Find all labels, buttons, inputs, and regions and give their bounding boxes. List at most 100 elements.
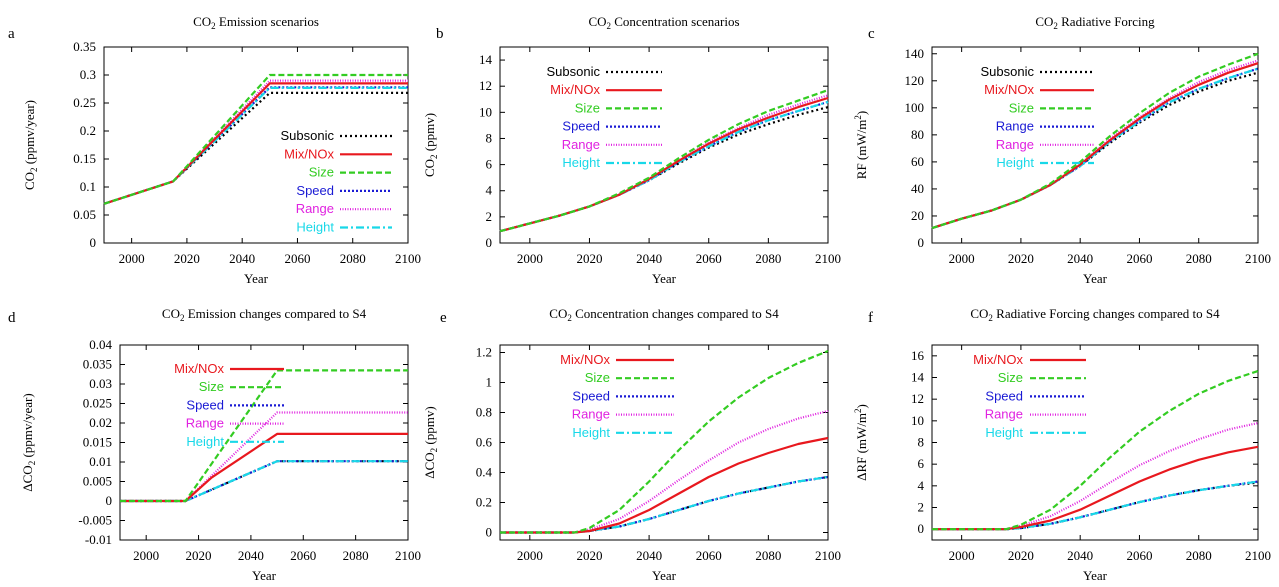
legend-label: Size <box>1009 100 1034 115</box>
series-line-size <box>500 349 829 534</box>
y-tick-label: 4 <box>918 478 925 493</box>
series-line-mix-nox <box>932 445 1259 531</box>
y-tick-label: -0.005 <box>78 513 112 528</box>
x-tick-label: 2000 <box>119 251 145 266</box>
x-tick-label: 2100 <box>395 548 421 563</box>
series-line-range <box>931 59 1259 230</box>
legend-label: Speed <box>572 388 610 403</box>
chart-title: CO2 Emission changes compared to S4 <box>162 306 367 323</box>
x-tick-label: 2060 <box>284 251 310 266</box>
y-tick-label: 0 <box>918 521 925 536</box>
x-tick-label: 2080 <box>1186 548 1212 563</box>
series-line-height <box>120 460 408 503</box>
legend-label: Range <box>985 407 1023 422</box>
chart-panel-b: b CO2 Concentration scenarios 2000 2020 2040… <box>422 14 841 286</box>
x-tick-label: 2060 <box>696 548 722 563</box>
y-tick-label: 8 <box>486 130 493 145</box>
y-tick-label: 0.6 <box>476 435 493 450</box>
legend-label: Range <box>562 137 600 152</box>
x-tick-label: 2100 <box>815 548 841 563</box>
y-tick-label: 80 <box>911 127 924 142</box>
x-tick-label: 2060 <box>1126 548 1152 563</box>
panel-letter: b <box>436 26 444 42</box>
legend-label: Speed <box>186 397 224 412</box>
plot-frame <box>931 344 1259 541</box>
x-tick-label: 2060 <box>696 251 722 266</box>
x-tick-label: 2040 <box>636 251 662 266</box>
legend-label: Size <box>309 165 334 180</box>
y-tick-label: 0.4 <box>476 465 493 480</box>
series-line-range <box>120 411 408 503</box>
legend: Mix/NOx Size Speed Range Height <box>174 361 284 449</box>
panel-letter: d <box>8 310 16 326</box>
y-tick-label: 0.1 <box>80 179 96 194</box>
series-line-size <box>120 369 408 503</box>
y-tick-label: 6 <box>918 456 925 471</box>
x-axis-label: Year <box>1083 568 1108 583</box>
series-line-range <box>932 421 1259 531</box>
legend-label: Speed <box>296 183 334 198</box>
chart-panel-f: f CO2 Radiative Forcing changes compared … <box>853 306 1271 583</box>
legend-label: Speed <box>985 388 1023 403</box>
legend-label: Size <box>585 370 610 385</box>
legend-label: Mix/NOx <box>984 82 1034 97</box>
y-tick-label: 0.35 <box>73 39 96 54</box>
y-tick-label: 0 <box>106 493 113 508</box>
y-tick-label: 2 <box>486 209 493 224</box>
legend: Subsonic Mix/NOx Size Speed Range Height <box>281 128 392 235</box>
legend-label: Mix/NOx <box>174 361 224 376</box>
plot-frame <box>499 344 829 541</box>
legend-label: Speed <box>562 119 600 134</box>
series-line-mix-nox <box>931 62 1259 230</box>
chart-panel-d: d CO2 Emission changes compared to S4 2000… <box>8 306 421 583</box>
x-tick-label: 2060 <box>290 548 316 563</box>
chart-title: CO2 Concentration changes compared to S4 <box>549 306 779 323</box>
y-tick-label: 16 <box>911 348 925 363</box>
y-tick-label: 12 <box>479 78 492 93</box>
legend: Mix/NOx Size Speed Range Height <box>560 352 674 440</box>
legend-label: Range <box>996 119 1034 134</box>
y-tick-label: -0.01 <box>85 532 112 547</box>
x-tick-label: 2020 <box>186 548 212 563</box>
chart-panel-a: a CO2 Emission scenarios 2000 2020 2040 2060 2… <box>8 14 421 286</box>
y-tick-label: 0 <box>918 235 925 250</box>
y-tick-label: 0.02 <box>89 415 112 430</box>
y-tick-label: 0 <box>90 235 97 250</box>
x-tick-label: 2000 <box>517 251 543 266</box>
y-tick-label: 0.015 <box>83 435 112 450</box>
x-tick-label: 2020 <box>174 251 200 266</box>
series-line-mix-nox <box>120 432 408 503</box>
y-tick-label: 0.25 <box>73 95 96 110</box>
series-line-size <box>931 52 1259 230</box>
chart-title: CO2 Concentration scenarios <box>588 14 739 31</box>
series-line-speed <box>932 480 1259 531</box>
series-line-range <box>103 79 408 205</box>
legend-label: Range <box>572 407 610 422</box>
y-axis-label: ΔRF (mW/m2) <box>853 404 869 481</box>
legend-label: Height <box>562 155 600 170</box>
legend-label: Height <box>186 434 224 449</box>
y-tick-label: 140 <box>905 46 925 61</box>
legend-label: Mix/NOx <box>560 352 610 367</box>
y-tick-label: 10 <box>479 104 492 119</box>
y-axis-label: CO2 (ppmv/year) <box>22 100 39 190</box>
y-tick-label: 2 <box>918 500 925 515</box>
y-axis-label: CO2 (ppmv) <box>422 113 439 177</box>
legend-label: Range <box>186 416 224 431</box>
legend-label: Subsonic <box>981 64 1035 79</box>
x-tick-label: 2000 <box>517 548 543 563</box>
x-tick-label: 2000 <box>133 548 159 563</box>
legend-label: Mix/NOx <box>973 352 1023 367</box>
panel-letter: c <box>868 26 875 42</box>
x-tick-label: 2040 <box>1067 251 1093 266</box>
y-tick-label: 120 <box>905 73 925 88</box>
y-tick-label: 0.04 <box>89 337 112 352</box>
y-tick-label: 100 <box>905 100 925 115</box>
x-tick-label: 2080 <box>343 548 369 563</box>
legend-label: Height <box>985 425 1023 440</box>
y-tick-label: 0 <box>486 525 493 540</box>
x-tick-label: 2060 <box>1126 251 1152 266</box>
x-tick-label: 2080 <box>1186 251 1212 266</box>
